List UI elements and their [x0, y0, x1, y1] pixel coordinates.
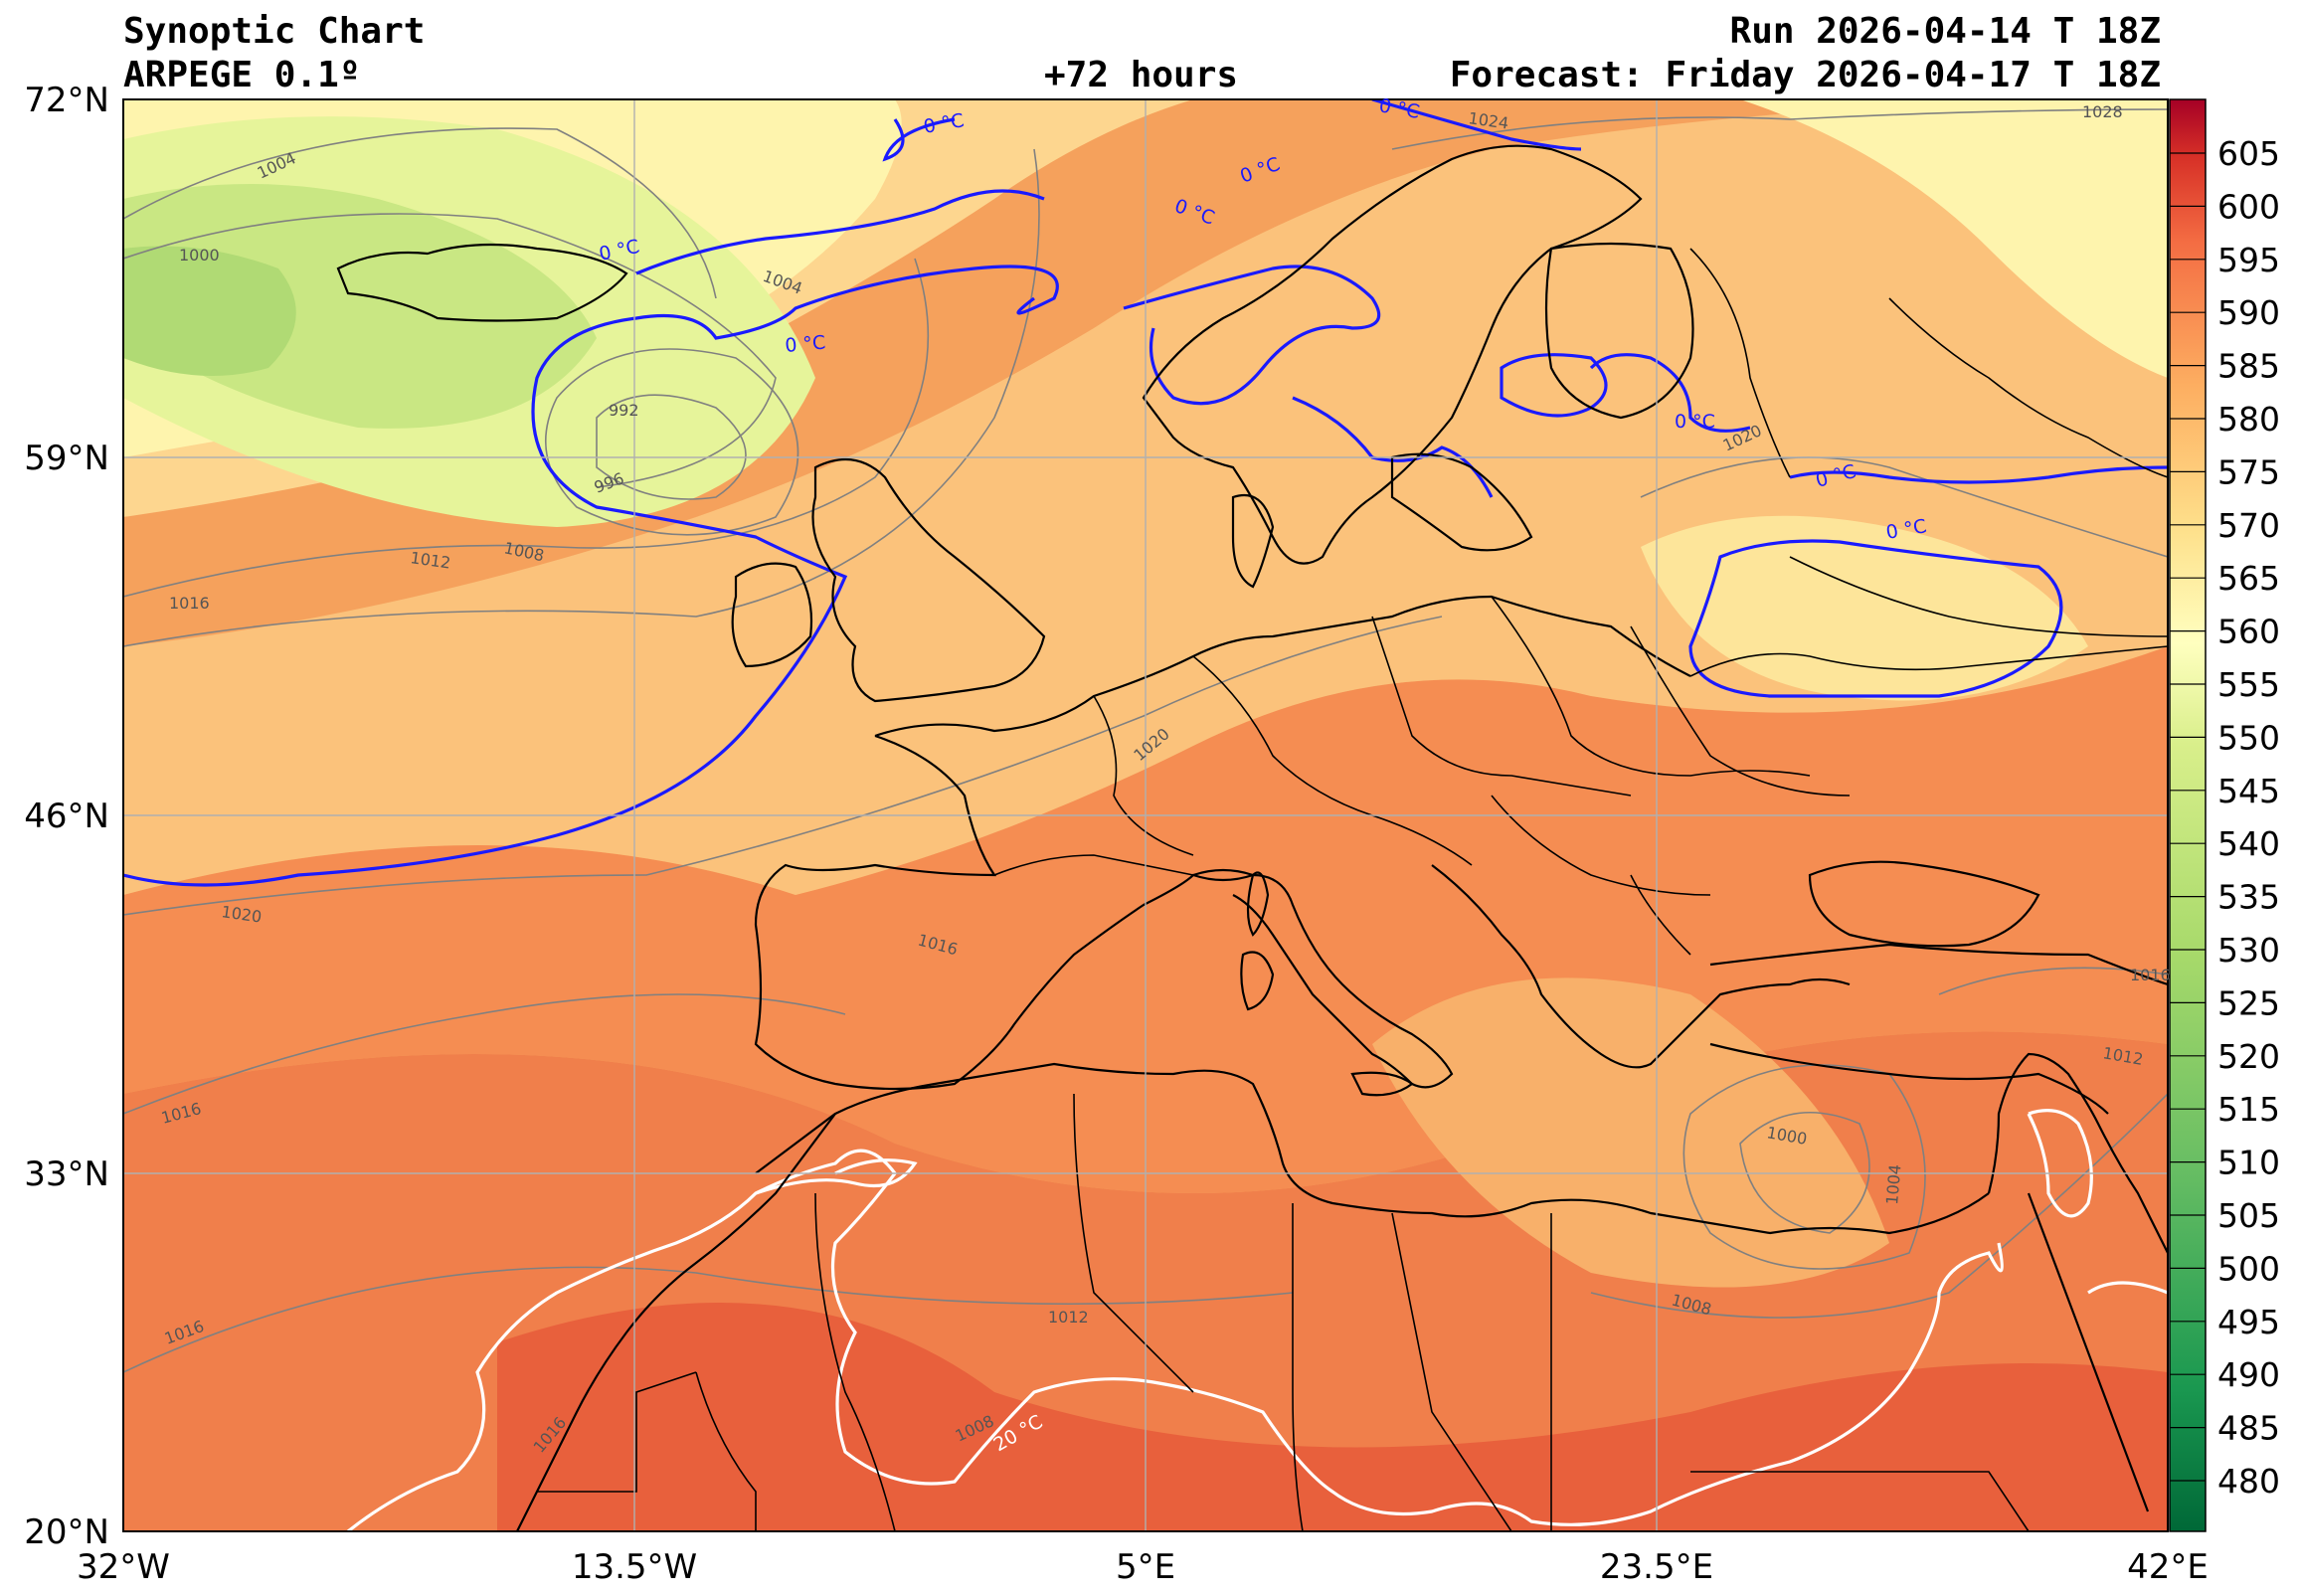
isotherm-0c-label: 0 °C [785, 331, 827, 356]
isotherm-0c-label: 0 °C [1675, 411, 1715, 433]
isobar-label: 1016 [2130, 966, 2171, 984]
run-time: Run 2026-04-14 T 18Z [1729, 11, 2161, 52]
colorbar-gradient [2170, 99, 2206, 1531]
colorbar-tick-label: 515 [2217, 1090, 2280, 1129]
colorbar-tick-label: 560 [2217, 613, 2280, 651]
colorbar-tick-label: 605 [2217, 134, 2280, 173]
isotherm-20c [347, 1109, 2168, 1531]
colorbar: 605 600 595 590 585 580 575 570 565 560 555 550 545 5… [2169, 98, 2280, 1532]
isotherm-0c [123, 99, 2168, 887]
colorbar-tick-label: 490 [2217, 1355, 2280, 1394]
colorbar-tick-label: 530 [2217, 931, 2280, 970]
lat-label: 20°N [24, 1512, 109, 1552]
isobar-label: 1004 [1882, 1163, 1904, 1205]
plot-frame [122, 98, 2169, 1532]
isobar-label: 992 [609, 401, 639, 420]
lon-labels: 32°W 13.5°W 5°E 23.5°E 42°E [77, 1547, 2209, 1587]
forecast-time: Forecast: Friday 2026-04-17 T 18Z [1449, 55, 2161, 95]
colorbar-tick-label: 495 [2217, 1303, 2280, 1341]
colorbar-tick-label: 550 [2217, 718, 2280, 757]
lon-label: 32°W [77, 1547, 170, 1587]
colorbar-tick-label: 545 [2217, 772, 2280, 810]
colorbar-tick-label: 505 [2217, 1196, 2280, 1235]
colorbar-tick-label: 525 [2217, 983, 2280, 1022]
lat-label: 72°N [24, 81, 109, 120]
colorbar-tick-label: 500 [2217, 1249, 2280, 1288]
lon-label: 5°E [1116, 1547, 1175, 1587]
isobar-label: 1000 [179, 246, 220, 265]
lat-labels: 72°N 59°N 46°N 33°N 20°N [24, 81, 109, 1552]
colorbar-tick-label: 600 [2217, 187, 2280, 226]
colorbar-tick-label: 485 [2217, 1409, 2280, 1448]
coastlines [336, 144, 2168, 1531]
model-name: ARPEGE 0.1º [123, 55, 361, 95]
isobar-label: 1028 [2082, 102, 2123, 121]
colorbar-tick-label: 590 [2217, 293, 2280, 332]
lat-label: 33°N [24, 1154, 109, 1194]
colorbar-ticks [2170, 152, 2206, 1482]
isobar-label: 1012 [1048, 1308, 1089, 1327]
colorbar-tick-label: 570 [2217, 506, 2280, 545]
colorbar-tick-label: 580 [2217, 400, 2280, 439]
colorbar-tick-label: 555 [2217, 665, 2280, 704]
colorbar-frame [2169, 98, 2207, 1532]
colorbar-tick-label: 520 [2217, 1037, 2280, 1076]
lon-label: 13.5°W [572, 1547, 697, 1587]
lat-label: 46°N [24, 797, 109, 836]
colorbar-tick-label: 510 [2217, 1144, 2280, 1182]
lead-time: +72 hours [1044, 55, 1239, 95]
borders [537, 248, 2168, 1531]
graticule [123, 99, 2168, 1531]
colorbar-tick-label: 480 [2217, 1462, 2280, 1501]
colorbar-labels: 605 600 595 590 585 580 575 570 565 560 555 550 545 5… [2217, 134, 2280, 1501]
colorbar-tick-label: 575 [2217, 452, 2280, 491]
lat-label: 59°N [24, 439, 109, 478]
colorbar-tick-label: 540 [2217, 824, 2280, 863]
colorbar-tick-label: 595 [2217, 241, 2280, 279]
chart-title: Synoptic Chart [123, 11, 426, 52]
isobar-label: 1016 [169, 594, 210, 613]
lon-label: 42°E [2127, 1547, 2209, 1587]
colorbar-tick-label: 535 [2217, 878, 2280, 917]
lon-label: 23.5°E [1600, 1547, 1713, 1587]
colorbar-tick-label: 565 [2217, 559, 2280, 598]
colorbar-tick-label: 585 [2217, 347, 2280, 386]
